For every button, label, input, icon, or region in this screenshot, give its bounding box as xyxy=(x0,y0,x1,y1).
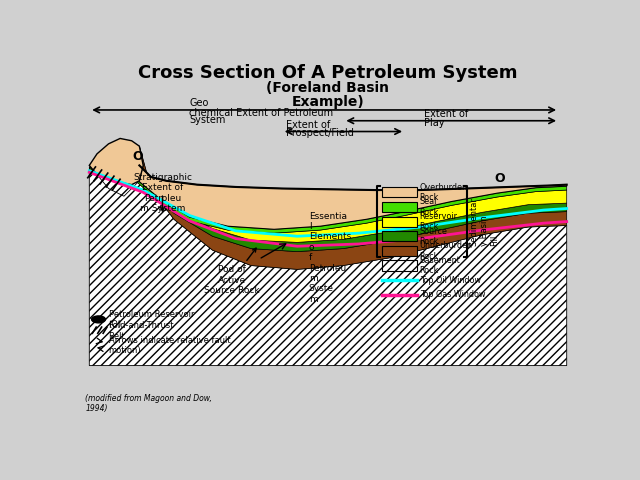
Text: Basement
Rock: Basement Rock xyxy=(420,256,460,275)
Text: O: O xyxy=(132,150,143,163)
Text: Source
Rock: Source Rock xyxy=(420,227,447,246)
Polygon shape xyxy=(90,146,566,242)
Text: Underburden
Rock: Underburden Rock xyxy=(420,241,472,261)
Bar xyxy=(382,246,417,256)
Text: O: O xyxy=(494,172,505,185)
Text: Sedimentar
y Basin
Fill: Sedimentar y Basin Fill xyxy=(470,197,499,246)
Text: Stratigraphic
Extent of
Petroleu
m System: Stratigraphic Extent of Petroleu m Syste… xyxy=(133,173,192,213)
Bar xyxy=(382,202,417,212)
Text: Top Gas Window: Top Gas Window xyxy=(420,290,485,299)
Polygon shape xyxy=(90,146,566,366)
Ellipse shape xyxy=(92,316,106,323)
Polygon shape xyxy=(90,156,143,196)
Bar xyxy=(382,187,417,197)
Text: chemical Extent of Petroleum: chemical Extent of Petroleum xyxy=(189,108,333,118)
Text: Play: Play xyxy=(424,118,445,128)
Polygon shape xyxy=(90,146,566,269)
Text: Top Oil Window: Top Oil Window xyxy=(420,276,481,285)
Text: (Foreland Basin: (Foreland Basin xyxy=(266,81,390,95)
Text: Cross Section Of A Petroleum System: Cross Section Of A Petroleum System xyxy=(138,64,518,82)
Text: Petroleum Reservoir
(O): Petroleum Reservoir (O) xyxy=(109,310,194,329)
Text: Geo: Geo xyxy=(189,98,209,108)
Polygon shape xyxy=(90,148,566,252)
Bar xyxy=(382,231,417,241)
Text: (modified from Magoon and Dow,
1994): (modified from Magoon and Dow, 1994) xyxy=(86,394,212,413)
Text: Essentia
l
Elements
o
f
Petroleu
m
Syste
m: Essentia l Elements o f Petroleu m Syste… xyxy=(308,212,351,304)
Text: Extent of: Extent of xyxy=(424,109,468,119)
Bar xyxy=(382,261,417,271)
Polygon shape xyxy=(90,144,566,233)
Polygon shape xyxy=(90,144,566,229)
Text: Fold-and-Thrust
Belt: Fold-and-Thrust Belt xyxy=(109,321,174,341)
Text: Seal
Rock: Seal Rock xyxy=(420,197,439,216)
Text: Extent of: Extent of xyxy=(285,120,330,130)
Text: Example): Example) xyxy=(292,95,364,108)
Polygon shape xyxy=(90,138,143,185)
Text: Prospect/Field: Prospect/Field xyxy=(285,129,353,138)
Text: Overburden
Rock: Overburden Rock xyxy=(420,183,468,202)
Text: Arrows indicate relative fault
motion): Arrows indicate relative fault motion) xyxy=(109,336,230,355)
Text: System: System xyxy=(189,115,226,125)
Text: Reservoir
Rock: Reservoir Rock xyxy=(420,212,458,231)
Text: Pod of
Active
Source Rock: Pod of Active Source Rock xyxy=(204,248,260,295)
Bar xyxy=(382,216,417,227)
